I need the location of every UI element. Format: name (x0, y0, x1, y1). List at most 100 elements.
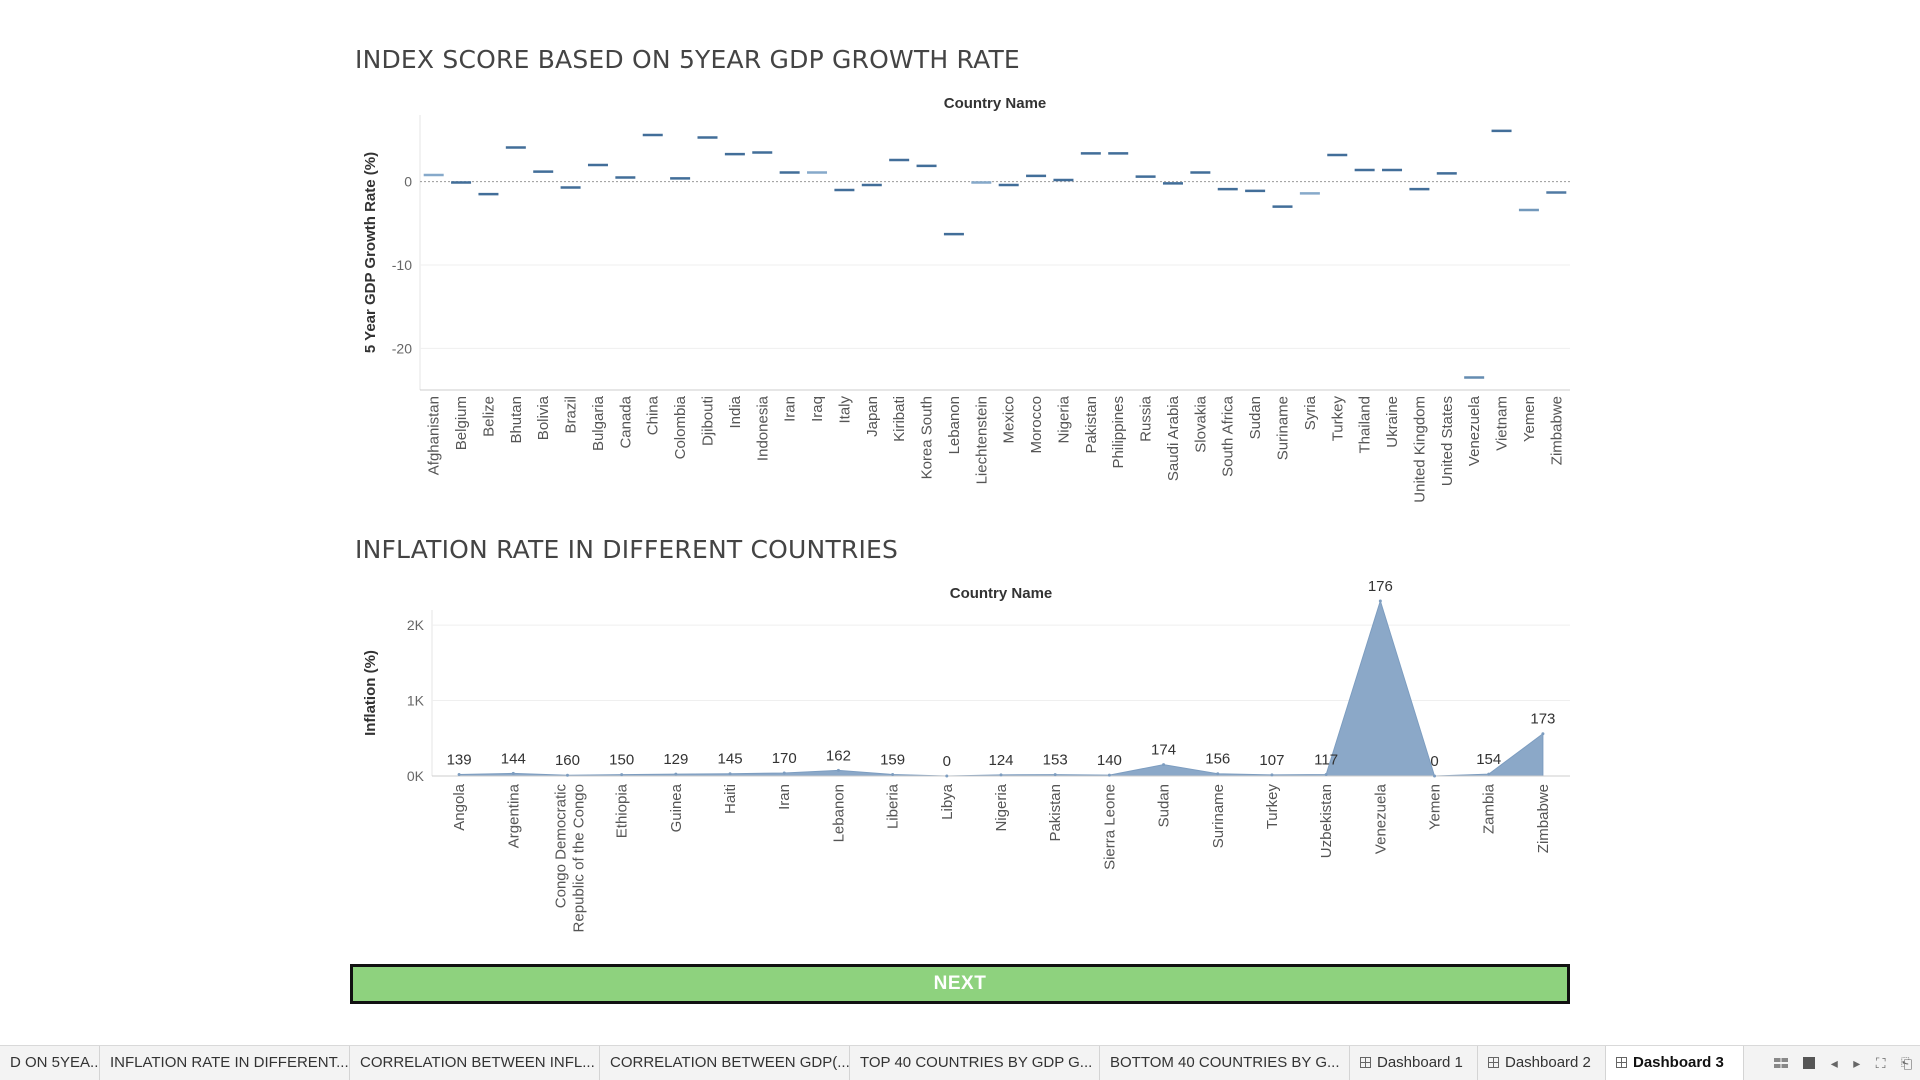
chart1-category-label: United Kingdom (1411, 396, 1428, 503)
chart2-data-label: 139 (447, 751, 472, 768)
chart1-category-label: Zimbabwe (1548, 396, 1565, 465)
chart1-category-label: Syria (1302, 395, 1319, 430)
sheet-tab-label: Dashboard 2 (1505, 1054, 1591, 1071)
chart2-point-haiti (728, 772, 732, 776)
chart2-data-label: 150 (609, 752, 634, 769)
chart2-data-label: 144 (501, 750, 526, 767)
chart1-category-label: Liechtenstein (973, 396, 990, 484)
chart1-title: INDEX SCORE BASED ON 5YEAR GDP GROWTH RA… (355, 45, 1020, 74)
sheet-tab-label: Dashboard 3 (1633, 1054, 1724, 1071)
chart2-category-label: Iran (776, 784, 793, 810)
dashboard-icon (1360, 1057, 1371, 1068)
chart2-data-label: 0 (1430, 753, 1438, 770)
sheet-tab-2[interactable]: INFLATION RATE IN DIFFERENT... (100, 1046, 350, 1080)
chart2-category-label: Ethiopia (614, 783, 631, 838)
fullscreen-icon[interactable]: ⛶ (1875, 1054, 1886, 1071)
sheet-tab-3[interactable]: CORRELATION BETWEEN INFL... (350, 1046, 600, 1080)
chart2-point-lebanon (836, 768, 840, 772)
sheet-tab-9[interactable]: Dashboard 3 (1606, 1046, 1744, 1080)
chart2-category-label: Uzbekistan (1318, 784, 1335, 858)
chart1-category-label: Russia (1138, 395, 1155, 442)
chart1-category-label: Kiribati (891, 396, 908, 442)
chart2-data-label: 154 (1476, 751, 1501, 768)
chart1-category-label: Bulgaria (590, 395, 607, 451)
chart2-category-label: Guinea (668, 783, 685, 832)
chart2-point-zimbabwe (1541, 732, 1545, 736)
chart2-category-label: Zimbabwe (1535, 784, 1552, 853)
sheet-tab-label: CORRELATION BETWEEN INFL... (360, 1054, 595, 1071)
chart2-category-label: Yemen (1427, 784, 1444, 830)
next-sheet-icon[interactable]: ▸ (1853, 1054, 1861, 1071)
sheet-tab-5[interactable]: TOP 40 COUNTRIES BY GDP G... (850, 1046, 1100, 1080)
chart1-category-label: Brazil (563, 396, 580, 434)
chart1-category-label: Iran (782, 396, 799, 422)
sheet-tab-1[interactable]: D ON 5YEA... (0, 1046, 100, 1080)
chart1-y-axis-title: 5 Year GDP Growth Rate (%) (362, 152, 379, 353)
show-sheets-grid-icon[interactable] (1773, 1058, 1788, 1068)
chart2-area (458, 599, 1544, 777)
chart2-point-nigeria (999, 773, 1003, 777)
chart2-category-label: Argentina (505, 783, 522, 848)
chart2-data-label: 129 (663, 751, 688, 768)
chart2-point-guinea (674, 772, 678, 776)
chart2-category-label: Republic of the Congo (570, 784, 587, 932)
chart1-category-label: Belgium (453, 396, 470, 450)
chart1-category-label: Suriname (1275, 396, 1292, 460)
chart2-category-label: Venezuela (1372, 783, 1389, 854)
chart1-category-label: Canada (617, 395, 634, 448)
sheet-tab-8[interactable]: Dashboard 2 (1478, 1046, 1606, 1080)
chart2-point-iran (782, 771, 786, 775)
chart2-point-ethiopia (620, 773, 624, 777)
chart2-data-label: 107 (1259, 752, 1284, 769)
chart2-column-header: Country Name (950, 585, 1053, 602)
chart2-point-liberia (891, 772, 895, 776)
show-filmstrip-icon[interactable] (1803, 1057, 1816, 1069)
chart1-column-header: Country Name (944, 95, 1047, 112)
chart2-data-label: 173 (1530, 711, 1555, 728)
chart1-category-label: Lebanon (946, 396, 963, 454)
chart2-category-label: Sierra Leone (1101, 784, 1118, 870)
chart1-category-label: Bolivia (535, 395, 552, 440)
chart2-data-label: 145 (718, 751, 743, 768)
chart2-category-label: Turkey (1264, 784, 1281, 830)
chart1-category-label: China (645, 395, 662, 435)
chart2-category-label: Pakistan (1047, 784, 1064, 842)
dashboard-icon (1616, 1057, 1627, 1068)
inflation-chart: Country Name Inflation (%) 0K 1K 2K 139 Angola… (362, 578, 1570, 932)
chart2-data-label: 174 (1151, 742, 1176, 759)
chart2-point-venezuela (1378, 599, 1382, 603)
chart2-category-label: Zambia (1481, 783, 1498, 834)
chart2-data-label: 117 (1314, 751, 1338, 768)
chart1-category-label: Italy (836, 396, 853, 424)
chart2-category-label: Liberia (885, 783, 902, 829)
chart1-category-label: United States (1439, 396, 1456, 486)
chart2-data-label: 124 (988, 752, 1013, 769)
chart1-category-label: Turkey (1329, 396, 1346, 442)
chart2-point-sudan (1162, 763, 1166, 767)
chart2-data-label: 159 (880, 751, 905, 768)
chart1-category-label: Ukraine (1384, 396, 1401, 448)
sheet-tab-4[interactable]: CORRELATION BETWEEN GDP(... (600, 1046, 850, 1080)
chart1-category-label: Pakistan (1083, 396, 1100, 454)
next-button[interactable]: NEXT (350, 964, 1570, 1004)
chart2-point-angola (457, 772, 461, 776)
sheet-tab-label: CORRELATION BETWEEN GDP(... (610, 1054, 850, 1071)
sheet-tab-label: BOTTOM 40 COUNTRIES BY G... (1110, 1054, 1340, 1071)
sheet-tab-6[interactable]: BOTTOM 40 COUNTRIES BY G... (1100, 1046, 1350, 1080)
chart2-category-label: Lebanon (830, 784, 847, 842)
chart2-category-label: Suriname (1210, 784, 1227, 848)
prev-sheet-icon[interactable]: ◂ (1830, 1054, 1838, 1071)
chart1-category-label: India (727, 395, 744, 428)
chart2-point-suriname (1216, 772, 1220, 776)
sheet-tab-bar: D ON 5YEA... INFLATION RATE IN DIFFERENT.… (0, 1045, 1920, 1080)
presentation-mode-icon[interactable]: ⎗ (1901, 1054, 1913, 1071)
chart1-category-label: Afghanistan (426, 396, 443, 475)
sheet-tab-7[interactable]: Dashboard 1 (1350, 1046, 1478, 1080)
chart2-point-turkey (1270, 773, 1274, 777)
chart2-category-label: Nigeria (993, 783, 1010, 831)
chart1-category-label: South Africa (1220, 395, 1237, 477)
chart1-category-label: Nigeria (1055, 395, 1072, 443)
sheet-tabs: D ON 5YEA... INFLATION RATE IN DIFFERENT.… (0, 1046, 1744, 1080)
chart2-data-label: 156 (1205, 751, 1230, 768)
chart2-point-yemen (1433, 774, 1437, 778)
